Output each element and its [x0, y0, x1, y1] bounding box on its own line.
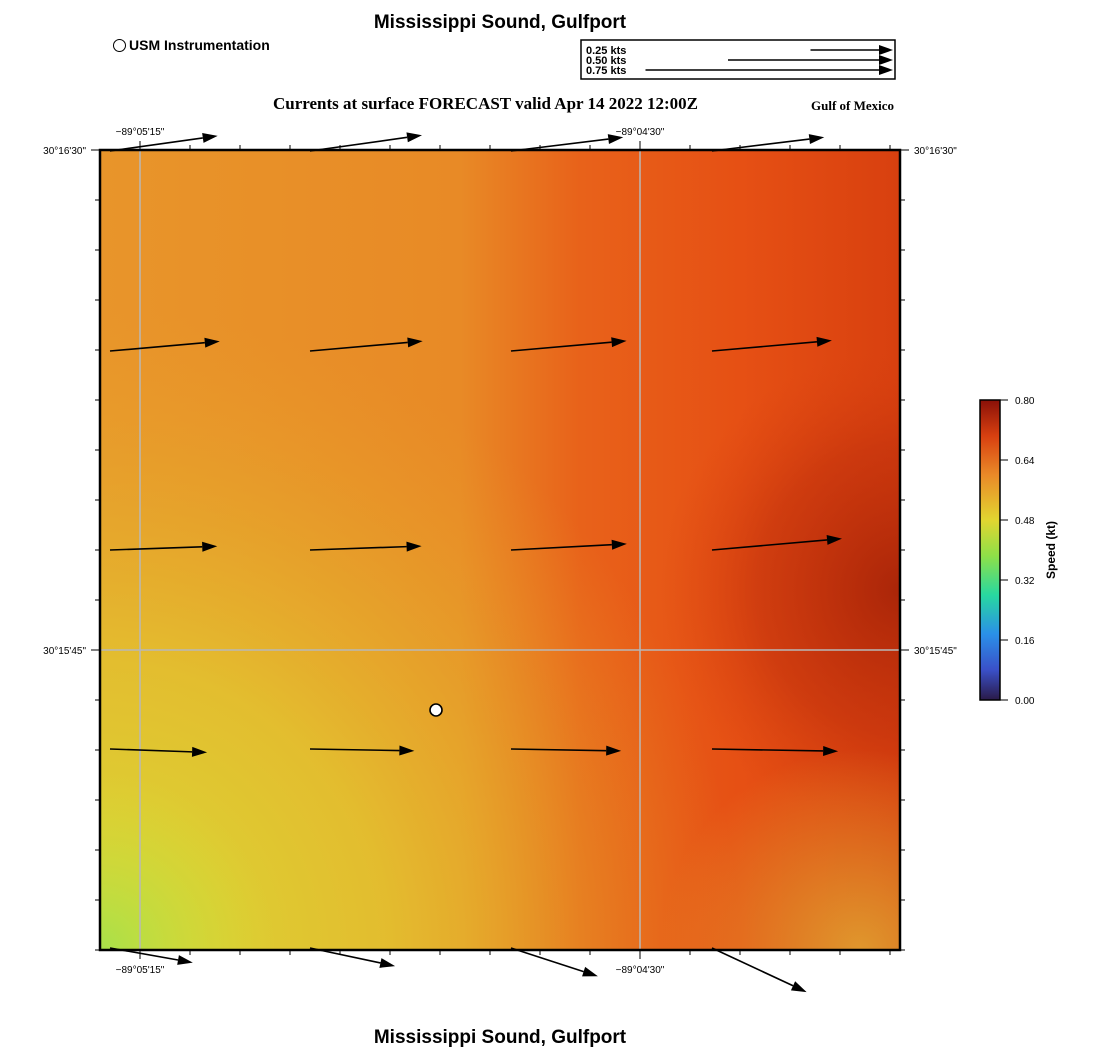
- reference-arrow: [728, 55, 893, 65]
- instrument-marker-icon: [113, 38, 126, 52]
- current-vector: [711, 336, 832, 352]
- current-vector: [510, 947, 598, 977]
- lat-label-right-1: 30°16'30": [914, 146, 957, 157]
- reference-arrow-legend: 0.25 kts 0.50 kts 0.75 kts: [580, 39, 896, 80]
- reference-arrow: [645, 65, 893, 75]
- region-label: Gulf of Mexico: [811, 98, 895, 113]
- lat-label-left-2: 30°15'45": [43, 646, 86, 657]
- current-vector: [309, 132, 422, 152]
- usm-instrument-marker[interactable]: [429, 703, 443, 717]
- ref-label-025: 0.25 kts: [586, 45, 626, 57]
- lat-label-right-2: 30°15'45": [914, 646, 957, 657]
- current-vector: [711, 534, 843, 551]
- current-vector: [711, 745, 839, 756]
- instrument-legend-label: USM Instrumentation: [129, 37, 270, 53]
- current-vector: [510, 745, 622, 756]
- ref-label-075: 0.75 kts: [586, 65, 626, 77]
- reference-arrow: [810, 45, 893, 55]
- current-vector: [309, 337, 423, 352]
- cb-tick-000: 0.00: [1015, 696, 1035, 707]
- cb-tick-016: 0.16: [1015, 636, 1035, 647]
- graticule: [100, 150, 900, 950]
- forecast-subtitle: Currents at surface FORECAST valid Apr 1…: [273, 94, 699, 113]
- current-vector: [109, 337, 220, 352]
- frame-ticks: [91, 141, 909, 959]
- lat-label-left-1: 30°16'30": [43, 146, 86, 157]
- map-title: Mississippi Sound, Gulfport: [373, 12, 627, 33]
- colorbar-title: Speed (kt): [1044, 521, 1058, 579]
- current-vector: [711, 134, 825, 152]
- current-vectors: [109, 132, 843, 993]
- footer-title: Mississippi Sound, Gulfport: [373, 1027, 627, 1048]
- ref-arrows: [645, 45, 893, 75]
- instrument-legend: USM Instrumentation: [113, 37, 270, 53]
- cb-tick-064: 0.64: [1015, 456, 1035, 467]
- current-vector: [109, 746, 208, 757]
- speed-field: [100, 150, 900, 950]
- lon-label-bottom-1: −89°05'15": [116, 965, 165, 976]
- current-vector: [109, 541, 218, 552]
- cb-tick-048: 0.48: [1015, 516, 1035, 527]
- cb-tick-080: 0.80: [1015, 396, 1035, 407]
- current-vector: [510, 134, 624, 152]
- cb-tick-032: 0.32: [1015, 576, 1035, 587]
- lon-label-bottom-2: −89°04'30": [616, 965, 665, 976]
- speed-colorbar: 0.80 0.64 0.48 0.32 0.16 0.00 Speed (kt): [979, 396, 1058, 707]
- current-vector: [309, 745, 415, 756]
- current-vector: [309, 541, 422, 552]
- ref-label-050: 0.50 kts: [586, 55, 626, 67]
- lon-label-top-2: −89°04'30": [616, 127, 665, 138]
- lon-label-top-1: −89°05'15": [116, 127, 165, 138]
- current-vector: [510, 337, 627, 352]
- current-vector: [510, 539, 627, 551]
- current-vector: [711, 947, 807, 993]
